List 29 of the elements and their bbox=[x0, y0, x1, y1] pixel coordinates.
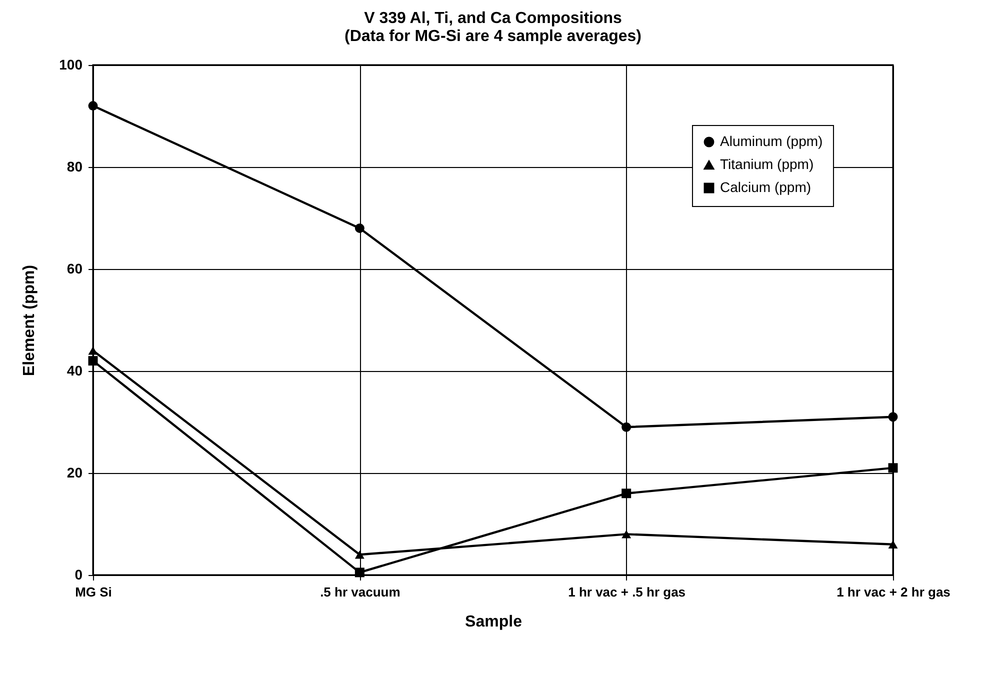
chart-title: V 339 Al, Ti, and Ca Compositions bbox=[364, 10, 622, 27]
y-tick-label: 20 bbox=[66, 464, 83, 480]
legend-label: Titanium (ppm) bbox=[720, 156, 814, 172]
x-tick-label: MG Si bbox=[75, 584, 112, 600]
point bbox=[888, 463, 898, 473]
point bbox=[88, 356, 98, 366]
y-axis-title: Element (ppm) bbox=[21, 264, 38, 376]
x-axis-title: Sample bbox=[465, 614, 522, 630]
x-tick-label: 1 hr vac + 2 hr gas bbox=[836, 584, 950, 600]
point bbox=[888, 412, 898, 422]
point bbox=[888, 540, 898, 549]
y-tick-label: 0 bbox=[74, 566, 83, 582]
point bbox=[88, 346, 98, 355]
y-tick-label: 40 bbox=[66, 362, 83, 378]
x-tick-label: .5 hr vacuum bbox=[320, 584, 400, 600]
x-tick-label: 1 hr vac + .5 hr gas bbox=[568, 584, 686, 600]
y-tick-label: 80 bbox=[66, 158, 83, 174]
legend-label: Aluminum (ppm) bbox=[720, 133, 823, 149]
legend-label: Calcium (ppm) bbox=[720, 179, 812, 195]
point bbox=[354, 568, 364, 578]
y-tick-label: 100 bbox=[59, 56, 83, 72]
point bbox=[354, 550, 364, 559]
y-tick-label: 60 bbox=[66, 260, 83, 276]
point bbox=[354, 223, 364, 233]
point bbox=[622, 488, 632, 498]
chart-subtitle: (Data for MG-Si are 4 sample averages) bbox=[344, 28, 642, 45]
point bbox=[622, 530, 632, 538]
point bbox=[622, 422, 632, 432]
point bbox=[88, 101, 98, 111]
